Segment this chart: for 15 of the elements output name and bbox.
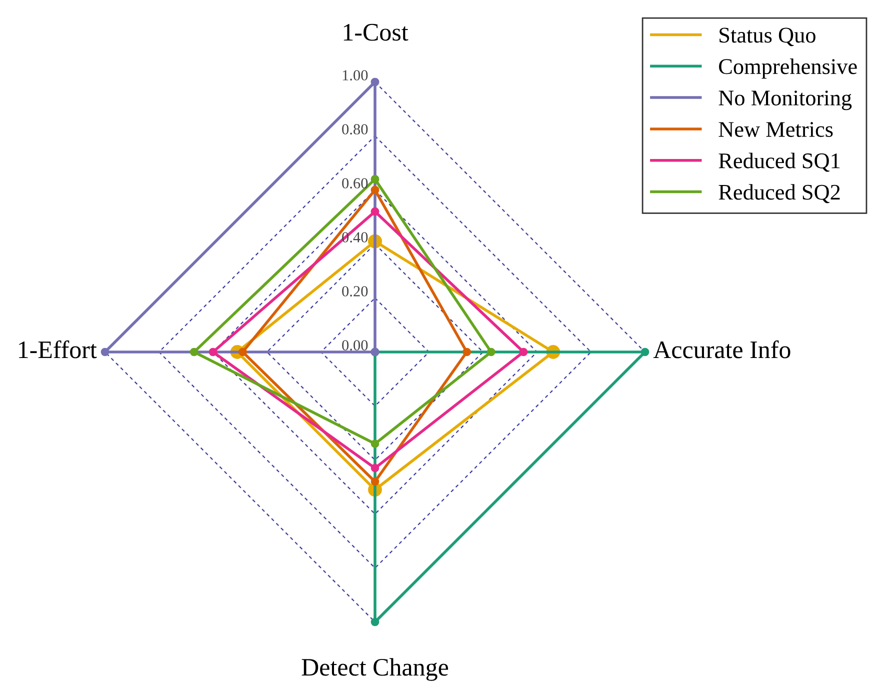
spoke-label: Accurate Info bbox=[653, 340, 790, 358]
spoke-label: 1-Effort bbox=[19, 340, 97, 358]
spoke-label: 1-Cost bbox=[344, 24, 408, 41]
y-tick-label: 0.00 bbox=[342, 340, 368, 350]
legend-label: Reduced SQ2 bbox=[718, 184, 840, 204]
legend-label: Status Quo bbox=[720, 28, 816, 46]
legend-label: Comprehensive bbox=[719, 58, 857, 79]
y-tick-label: 1.00 bbox=[342, 70, 368, 80]
spoke-label: Detect Change bbox=[302, 658, 448, 681]
legend-label: No Monitoring bbox=[718, 90, 852, 110]
legend-label: New Metrics bbox=[718, 122, 833, 137]
y-tick-label: 0.80 bbox=[342, 124, 368, 134]
y-tick-label: 0.60 bbox=[342, 178, 368, 188]
y-tick-label: 0.20 bbox=[342, 286, 368, 296]
legend-label: Reduced SQ1 bbox=[718, 152, 840, 172]
